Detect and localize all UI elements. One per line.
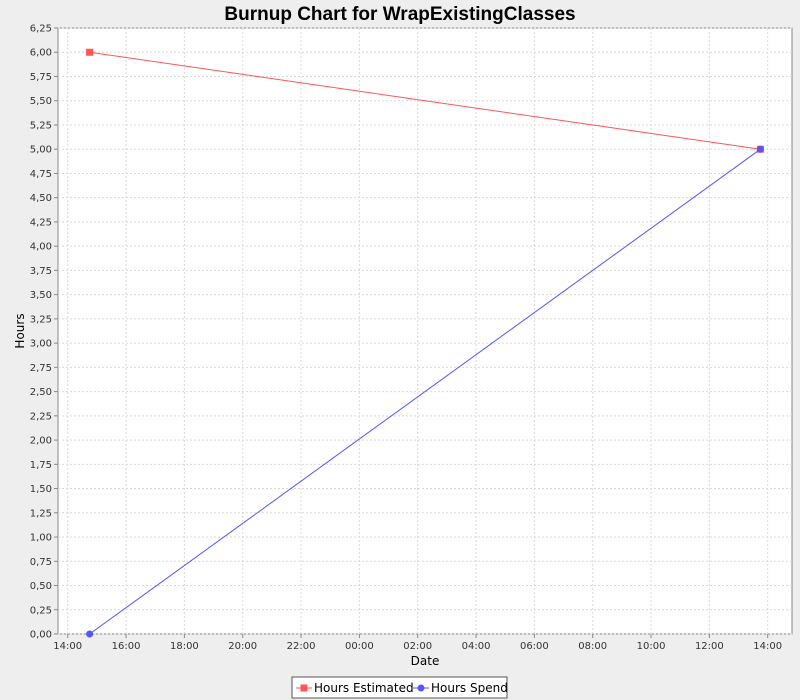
x-tick-label: 14:00 (753, 641, 782, 652)
plot-area (57, 27, 793, 635)
x-tick-label: 08:00 (578, 641, 607, 652)
y-tick-label: 1,50 (30, 484, 52, 495)
y-tick-label: 4,00 (30, 242, 52, 253)
data-point-hours-spend (756, 145, 764, 153)
x-tick-label: 22:00 (287, 641, 316, 652)
data-point-hours-estimated (86, 48, 94, 56)
y-tick-label: 3,25 (30, 314, 52, 325)
x-tick-label: 00:00 (345, 641, 374, 652)
gridlines (58, 27, 792, 635)
y-tick-label: 0,00 (30, 630, 52, 641)
y-tick-label: 4,50 (30, 193, 52, 204)
x-tick-label: 10:00 (637, 641, 666, 652)
y-tick-label: 1,25 (30, 508, 52, 519)
y-tick-label: 2,25 (30, 411, 52, 422)
chart-title: Burnup Chart for WrapExistingClasses (224, 4, 575, 25)
y-tick-label: 6,25 (30, 24, 52, 35)
x-axis: 14:00 16:00 18:00 20:00 22:00 00:00 02:00 04:00… (53, 634, 782, 652)
x-axis-label: Date (411, 654, 440, 668)
x-tick-label: 04:00 (462, 641, 491, 652)
x-tick-label: 16:00 (112, 641, 141, 652)
legend: Hours Estimated Hours Spend (291, 676, 508, 699)
y-tick-label: 5,00 (30, 145, 52, 156)
legend-label-hours-estimated: Hours Estimated (314, 681, 414, 695)
legend-box (291, 676, 508, 699)
legend-marker-hours-spend (417, 684, 425, 692)
x-tick-label: 18:00 (170, 641, 199, 652)
y-axis: 0,00 0,25 0,50 0,75 1,00 1,25 1,50 1,75 2,00 2,25… (30, 24, 58, 641)
y-tick-label: 3,75 (30, 266, 52, 277)
y-tick-label: 1,75 (30, 460, 52, 471)
x-tick-label: 14:00 (53, 641, 82, 652)
y-tick-label: 5,25 (30, 120, 52, 131)
y-tick-label: 2,75 (30, 363, 52, 374)
y-tick-label: 3,50 (30, 290, 52, 301)
legend-label-hours-spend: Hours Spend (431, 681, 508, 695)
y-tick-label: 0,25 (30, 605, 52, 616)
x-tick-label: 02:00 (403, 641, 432, 652)
data-point-hours-spend (86, 630, 94, 638)
y-tick-label: 6,00 (30, 48, 52, 59)
legend-marker-hours-estimated (300, 684, 308, 692)
x-tick-label: 06:00 (520, 641, 549, 652)
y-tick-label: 5,75 (30, 72, 52, 83)
y-tick-label: 0,50 (30, 581, 52, 592)
y-tick-label: 5,50 (30, 96, 52, 107)
x-tick-label: 20:00 (228, 641, 257, 652)
legend-item-hours-spend: Hours Spend (413, 681, 508, 695)
series-line-hours-estimated (89, 51, 761, 150)
y-tick-label: 0,75 (30, 557, 52, 568)
y-tick-label: 4,25 (30, 217, 52, 228)
x-tick-label: 12:00 (695, 641, 724, 652)
series-line-hours-spend (89, 148, 761, 635)
y-tick-label: 2,50 (30, 387, 52, 398)
y-tick-label: 2,00 (30, 436, 52, 447)
y-tick-label: 4,75 (30, 169, 52, 180)
y-axis-label: Hours (13, 313, 27, 348)
y-tick-label: 3,00 (30, 339, 52, 350)
series-layer (86, 48, 764, 638)
y-tick-label: 1,00 (30, 533, 52, 544)
legend-item-hours-estimated: Hours Estimated (296, 681, 414, 695)
